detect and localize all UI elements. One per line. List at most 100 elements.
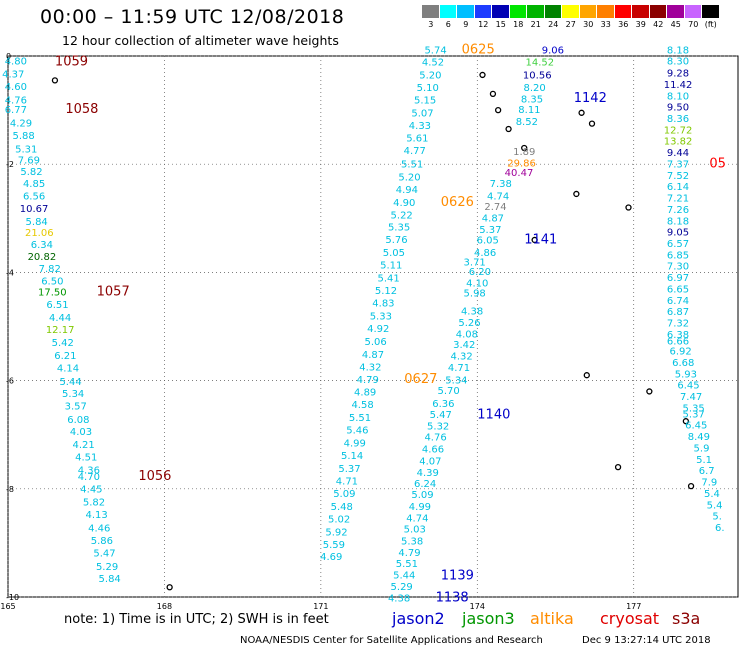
colorbar-label: 6 [445,20,451,29]
wave-height-label: 8.20 [524,83,546,94]
wave-height-label: 5.15 [414,96,436,107]
wave-height-label: 5.34 [445,375,467,386]
wave-height-label: 8.18 [667,216,689,227]
colorbar-swatch [667,5,685,18]
wave-height-label: 4.87 [482,214,504,225]
wave-height-label: 10.56 [523,71,552,82]
wave-height-label: 7.26 [667,205,689,216]
wave-height-label: 4.38 [461,307,483,318]
island-outline [494,106,502,114]
wave-height-label: 7.37 [667,159,689,170]
notes-text: note: 1) Time is in UTC; 2) SWH is in fe… [64,612,329,627]
wave-height-label: 5.09 [333,489,355,500]
island-outline [531,236,538,244]
track-id-label: 05 [709,156,726,171]
colorbar-label: 24 [548,20,559,29]
wave-height-label: 8.49 [688,432,710,443]
wave-height-label: 5.29 [96,562,118,573]
wave-height-label: 4.58 [351,400,373,411]
colorbar-swatch [474,5,492,18]
wave-height-label: 4.76 [424,433,446,444]
track-id-label: 0625 [462,42,495,57]
island-outline [578,109,585,116]
wave-height-label: 4.32 [359,362,381,373]
wave-height-label: 4.94 [396,185,418,196]
wave-height-label: 9.05 [667,228,689,239]
wave-height-label: 5.46 [346,426,368,437]
wave-height-label: 20.82 [28,252,57,263]
wave-height-label: 6.85 [667,250,689,261]
colorbar-label: 9 [463,20,469,29]
y-tick-label: -2 [6,160,14,169]
colorbar-label: 21 [530,20,541,29]
colorbar-label: 15 [495,20,506,29]
wave-height-label: 6.68 [672,358,694,369]
wave-height-label: 5.10 [417,83,439,94]
track-id-label: 0627 [404,372,437,387]
wave-height-label: 5.76 [385,235,407,246]
wave-height-label: 10.67 [20,204,49,215]
colorbar-swatch [632,5,650,18]
x-tick-label: 165 [0,602,15,611]
colorbar-label: 27 [565,20,576,29]
wave-height-label: 6.97 [667,273,689,284]
wave-height-label: 5.48 [331,502,353,513]
wave-height-label: 5.93 [675,369,697,380]
island-outline [583,372,590,379]
wave-height-label: 12.17 [46,325,75,336]
wave-height-label: 5.4 [704,489,720,500]
island-outline [588,120,596,127]
wave-height-label: 2.74 [484,202,506,213]
colorbar-swatch [544,5,562,18]
island-outline [682,418,690,425]
wave-height-label: 7.52 [667,171,689,182]
footer-timestamp: Dec 9 13:27:14 UTC 2018 [582,635,711,646]
colorbar-label: 30 [583,20,594,29]
colorbar-label: 18 [513,20,524,29]
colorbar-label: 36 [618,20,629,29]
track-id-label: 1056 [138,469,171,484]
wave-height-label: 4.99 [409,502,431,513]
wave-height-label: 9.28 [667,69,689,80]
wave-height-label: 5.9 [694,443,710,454]
wave-height-label: 6.45 [677,381,699,392]
wave-height-label: 6.34 [31,240,53,251]
wave-height-label: 4.99 [344,439,366,450]
track-id-label: 1142 [574,91,607,106]
colorbar-swatch [684,5,702,18]
wave-height-label: 4.79 [357,375,379,386]
wave-height-label: 5.37 [479,225,501,236]
wave-height-label: 4.45 [80,485,102,496]
colorbar-labels: 3 6 9 12 15 18 21 24 27 30 33 36 39 42 45 70 (ft) [422,20,740,32]
wave-height-label: 5.84 [26,217,48,228]
wave-height-label: 4.87 [362,350,384,361]
wave-height-label: 5.74 [424,45,446,56]
colorbar-label: 3 [428,20,434,29]
wave-height-label: 7.47 [680,392,702,403]
colorbar-label: 39 [635,20,646,29]
x-tick-label: 177 [626,602,641,611]
wave-height-label: 5.41 [378,274,400,285]
wave-height-label: 5.70 [437,386,459,397]
wave-height-label: 5.34 [62,389,84,400]
wave-height-label: 6.74 [667,296,689,307]
island-outline [505,125,512,133]
legend-jason2: jason2 [392,609,445,628]
colorbar-swatch [422,5,440,18]
wave-height-label: 6.45 [685,421,707,432]
wave-height-label: 8.10 [667,91,689,102]
wave-height-label: 5.35 [683,403,705,414]
island-outline [646,388,653,395]
wave-height-label: 6.57 [667,239,689,250]
wave-height-label: 5.4 [707,500,723,511]
wave-height-label: 4.92 [367,324,389,335]
wave-height-label: 5.35 [388,223,410,234]
wave-height-label: 5.82 [83,498,105,509]
wave-height-label: 9.06 [542,45,564,56]
colorbar-label: 42 [653,20,664,29]
wave-height-label: 5.51 [401,159,423,170]
wave-height-label: 5.82 [20,167,42,178]
wave-height-label: 5.59 [323,540,345,551]
y-tick-label: -4 [6,268,14,277]
